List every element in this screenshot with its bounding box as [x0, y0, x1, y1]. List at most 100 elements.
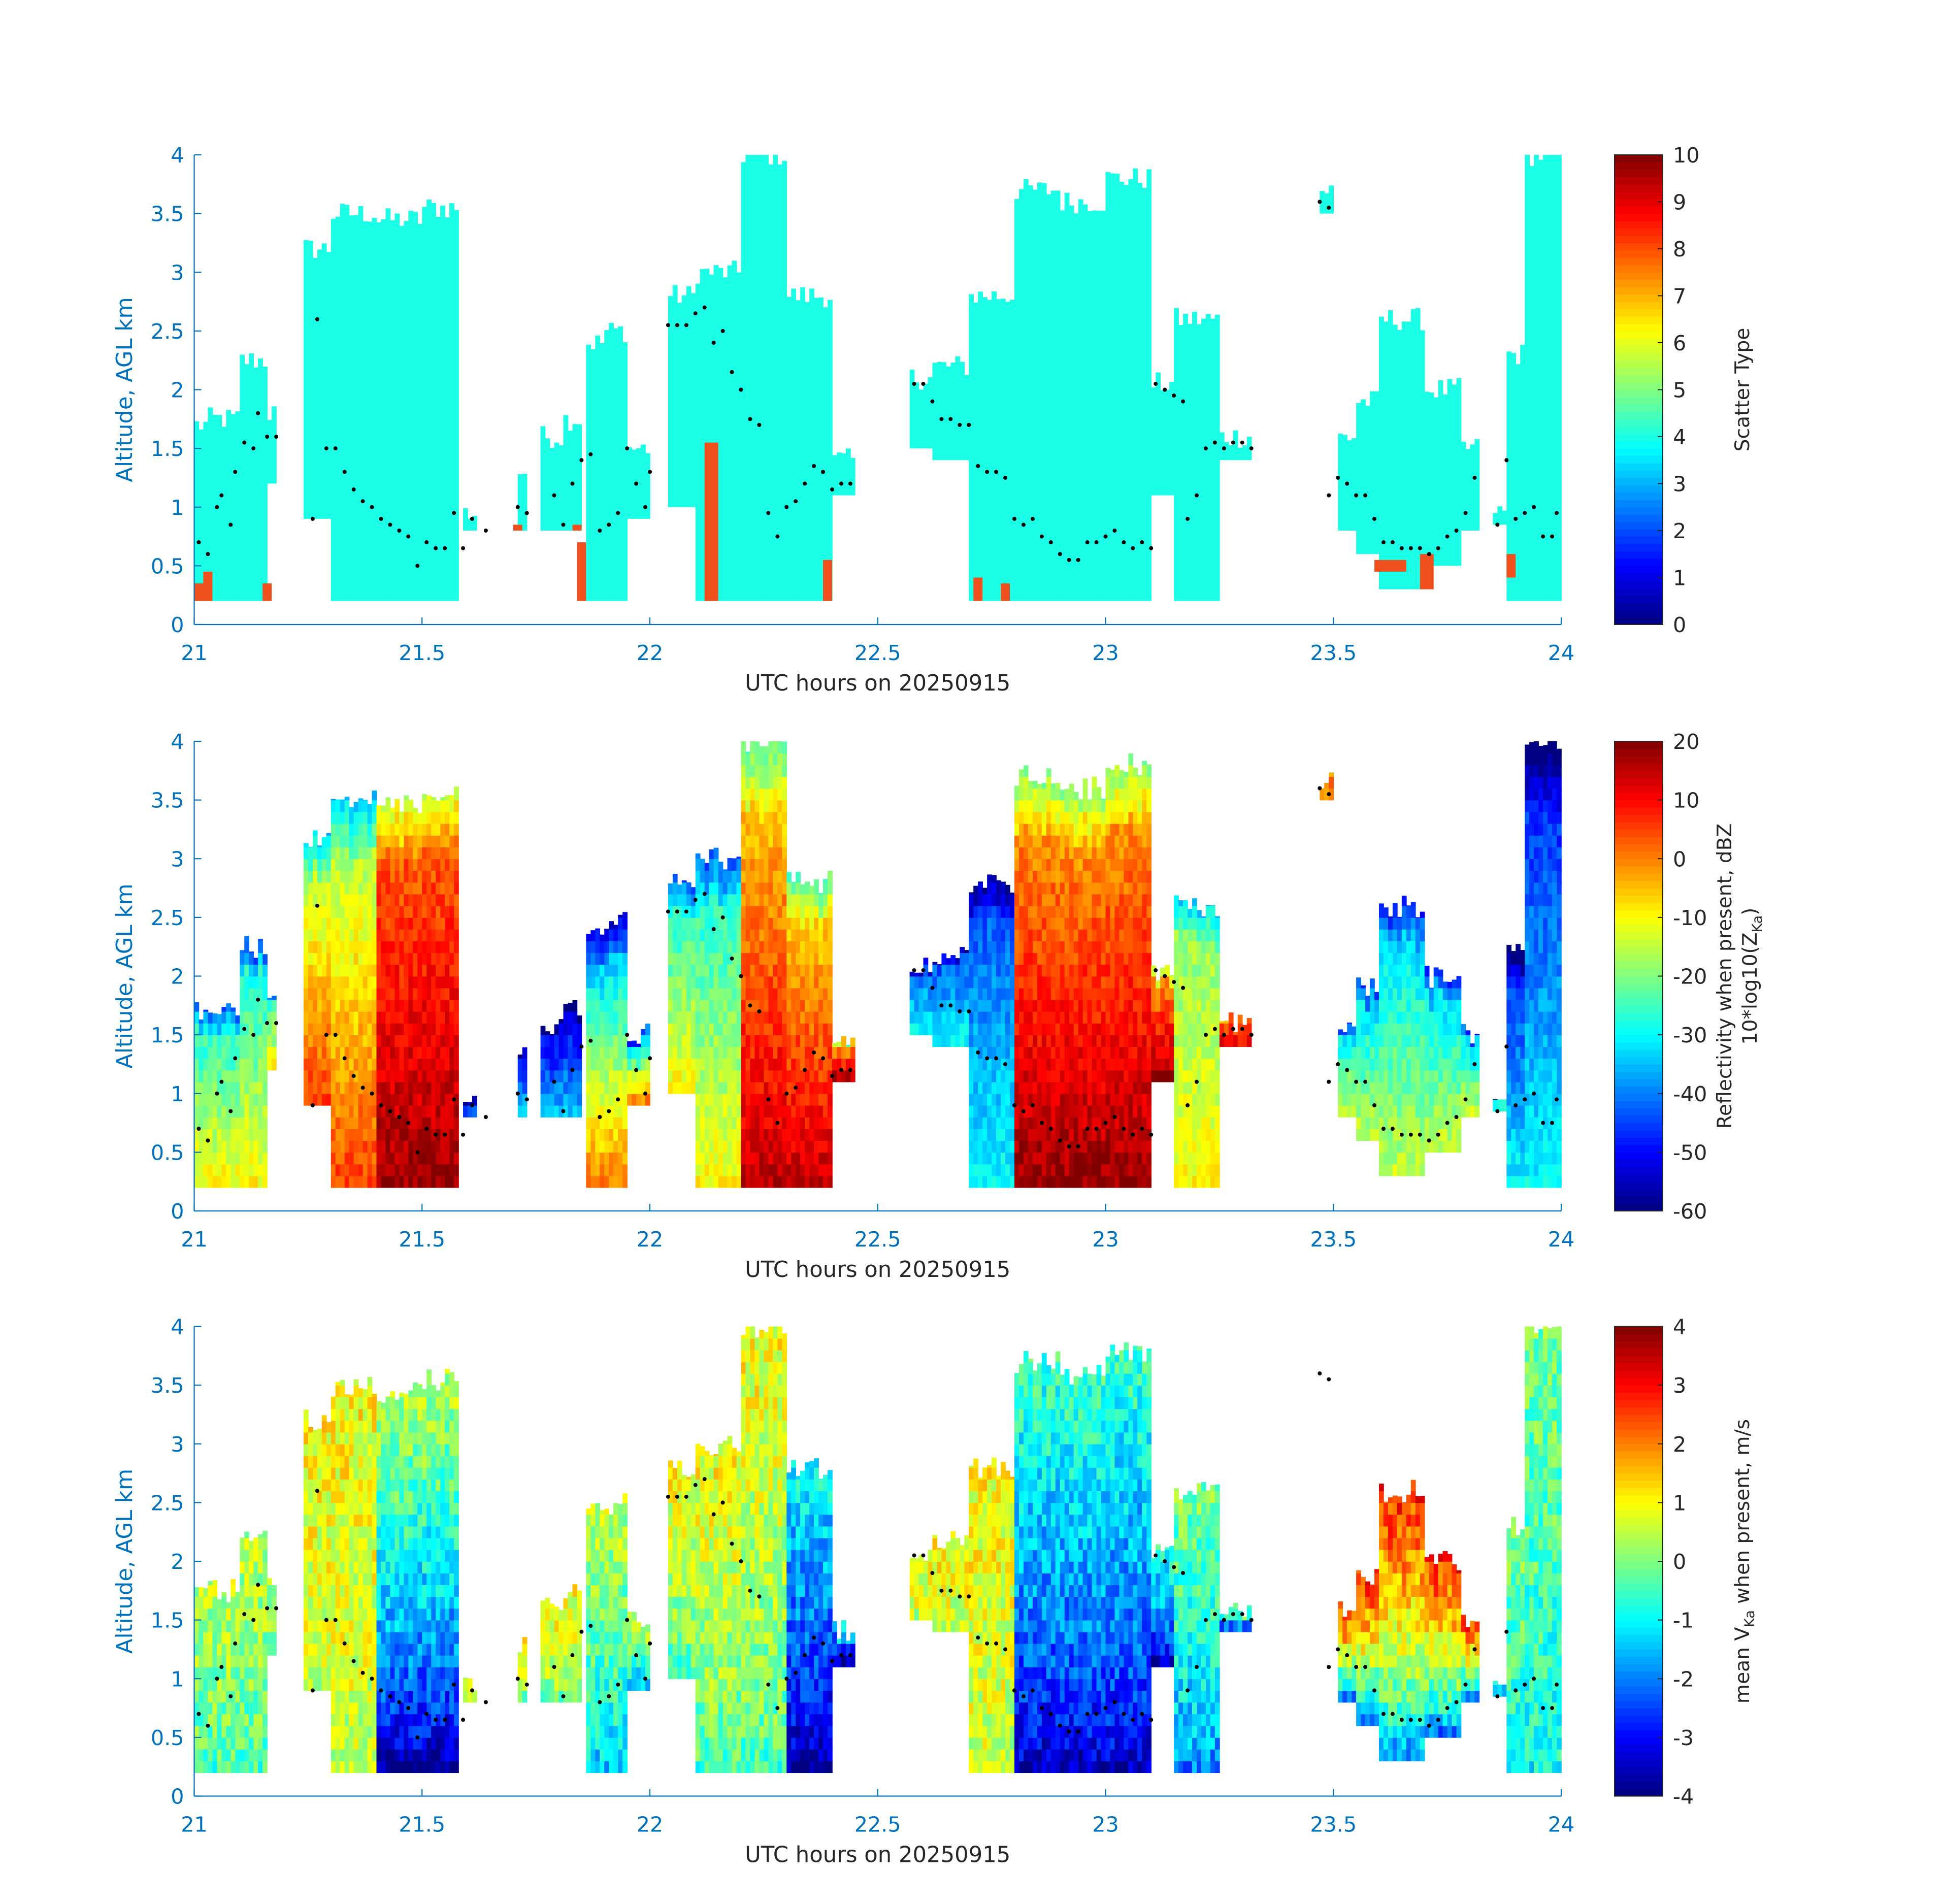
reflectivity-cell: [1001, 1164, 1006, 1176]
reflectivity-cell: [1114, 953, 1120, 965]
reflectivity-cell: [1078, 1105, 1083, 1118]
reflectivity-cell: [358, 1105, 364, 1118]
reflectivity-cell: [545, 1081, 550, 1094]
reflectivity-cell: [941, 1023, 947, 1035]
reflectivity-cell: [1110, 894, 1115, 906]
reflectivity-cell: [782, 776, 787, 789]
reflectivity-cell: [367, 964, 373, 977]
reflectivity-cell: [1073, 859, 1079, 871]
reflectivity-cell: [604, 1164, 610, 1176]
reflectivity-cell: [1041, 847, 1047, 860]
reflectivity-cell: [258, 1105, 263, 1118]
reflectivity-cell: [1214, 1140, 1220, 1153]
reflectivity-cell: [668, 1035, 673, 1047]
reflectivity-cell: [431, 953, 436, 965]
reflectivity-cell: [244, 988, 249, 1000]
reflectivity-cell: [777, 999, 783, 1012]
reflectivity-cell: [796, 1023, 801, 1035]
reflectivity-cell: [1046, 976, 1051, 989]
reflectivity-cell: [590, 1070, 596, 1082]
reflectivity-cell: [1146, 1023, 1152, 1035]
reflectivity-cell: [636, 1058, 641, 1071]
reflectivity-cell: [1082, 1140, 1088, 1153]
reflectivity-cell: [331, 1117, 336, 1129]
reflectivity-cell: [308, 976, 313, 989]
colorbar-swatch: [1615, 206, 1663, 214]
reflectivity-cell: [372, 1140, 377, 1153]
reflectivity-cell: [1128, 894, 1134, 906]
reflectivity-cell: [704, 1023, 710, 1035]
cloud-cell: [1365, 406, 1370, 554]
reflectivity-cell: [331, 1058, 336, 1071]
reflectivity-cell: [1064, 1011, 1070, 1024]
reflectivity-cell: [1188, 999, 1193, 1012]
reflectivity-cell: [253, 1058, 258, 1071]
reflectivity-cell: [353, 1164, 359, 1176]
reflectivity-cell: [258, 988, 263, 1000]
reflectivity-cell: [1001, 881, 1006, 883]
reflectivity-cell: [1046, 1105, 1051, 1118]
reflectivity-cell: [727, 1093, 733, 1106]
reflectivity-cell: [367, 804, 373, 812]
reflectivity-cell: [1110, 905, 1115, 918]
reflectivity-cell: [212, 1140, 218, 1153]
reflectivity-cell: [736, 1070, 742, 1082]
cloud-base-dot: [625, 446, 630, 451]
reflectivity-cell: [722, 869, 728, 871]
reflectivity-cell: [1023, 765, 1029, 777]
reflectivity-cell: [695, 1129, 701, 1141]
reflectivity-cell: [554, 1105, 559, 1118]
reflectivity-cell: [759, 1070, 765, 1082]
reflectivity-cell: [1073, 1023, 1079, 1035]
reflectivity-cell: [955, 1011, 961, 1024]
reflectivity-cell: [618, 1175, 623, 1188]
reflectivity-cell: [969, 1140, 974, 1153]
reflectivity-cell: [413, 905, 418, 918]
reflectivity-cell: [349, 941, 354, 954]
cloud-base-dot: [315, 317, 319, 321]
reflectivity-cell: [764, 823, 769, 836]
reflectivity-cell: [672, 882, 678, 895]
reflectivity-cell: [312, 835, 318, 847]
reflectivity-cell: [718, 1070, 723, 1082]
reflectivity-cell: [1105, 1093, 1111, 1106]
reflectivity-cell: [1192, 976, 1197, 989]
reflectivity-cell: [791, 1070, 796, 1082]
reflectivity-cell: [1023, 1129, 1029, 1141]
cloud-cell: [1552, 155, 1557, 601]
reflectivity-cell: [1110, 941, 1115, 954]
reflectivity-cell: [764, 1105, 769, 1118]
reflectivity-cell: [449, 1023, 454, 1035]
reflectivity-cell: [969, 1105, 974, 1118]
reflectivity-cell: [249, 953, 254, 965]
reflectivity-cell: [677, 999, 682, 1012]
reflectivity-cell: [1005, 976, 1010, 989]
reflectivity-cell: [258, 938, 263, 941]
reflectivity-cell: [741, 741, 746, 753]
reflectivity-cell: [732, 1023, 737, 1035]
reflectivity-cell: [303, 976, 309, 989]
reflectivity-cell: [777, 1152, 783, 1165]
reflectivity-cell: [773, 882, 778, 895]
reflectivity-cell: [244, 964, 249, 977]
reflectivity-cell: [431, 870, 436, 883]
reflectivity-cell: [987, 1117, 992, 1129]
reflectivity-cell: [1073, 870, 1079, 883]
cloud-base-dot: [1318, 200, 1322, 204]
reflectivity-cell: [1078, 859, 1083, 871]
reflectivity-cell: [978, 964, 983, 977]
reflectivity-cell: [1210, 905, 1215, 906]
reflectivity-cell: [244, 941, 249, 954]
reflectivity-cell: [1028, 1070, 1033, 1082]
reflectivity-cell: [768, 835, 774, 847]
reflectivity-cell: [1023, 917, 1029, 930]
reflectivity-cell: [741, 1035, 746, 1047]
reflectivity-cell: [335, 941, 341, 954]
cloud-base-dot: [666, 323, 670, 327]
cloud-cell: [1506, 351, 1512, 601]
reflectivity-cell: [363, 905, 368, 918]
reflectivity-cell: [394, 999, 400, 1012]
reflectivity-cell: [422, 859, 427, 871]
reflectivity-cell: [353, 917, 359, 930]
reflectivity-cell: [613, 1093, 618, 1106]
